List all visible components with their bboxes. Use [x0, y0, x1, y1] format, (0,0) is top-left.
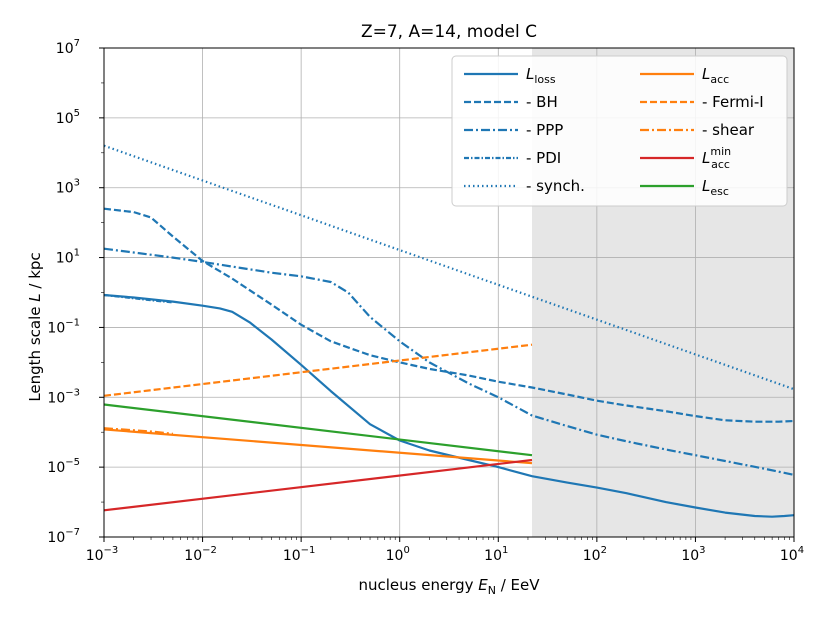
- x-label-unit: / EeV: [496, 576, 540, 594]
- y-tick-label: 103: [56, 178, 80, 197]
- tick-exp: −3: [104, 545, 119, 556]
- tick-base: 10: [583, 548, 601, 564]
- tick-base: 10: [47, 530, 65, 546]
- series-line-loss: [103, 293, 795, 518]
- legend-sub: acc: [710, 73, 729, 86]
- tick-exp: −2: [202, 545, 217, 556]
- x-tick-label: 102: [583, 545, 607, 564]
- legend-symbol: L: [526, 65, 534, 83]
- legend-symbol: L: [702, 177, 710, 195]
- x-tick-label: 100: [386, 545, 410, 564]
- x-tick-label: 10−1: [283, 545, 316, 564]
- tick-exp: 5: [74, 108, 80, 119]
- tick-exp: −1: [65, 317, 80, 328]
- y-tick-label: 10−7: [47, 527, 80, 546]
- series-line-ppp: [103, 247, 795, 476]
- tick-base: 10: [484, 548, 502, 564]
- tick-base: 10: [47, 460, 65, 476]
- series-line-synch: [103, 144, 795, 391]
- tick-base: 10: [184, 548, 202, 564]
- x-tick-label: 101: [484, 545, 508, 564]
- tick-exp: 1: [502, 545, 508, 556]
- x-tick-label: 104: [780, 545, 804, 564]
- tick-base: 10: [56, 181, 74, 197]
- tick-exp: 0: [403, 545, 409, 556]
- tick-base: 10: [681, 548, 699, 564]
- tick-base: 10: [86, 548, 104, 564]
- y-label-unit: / kpc: [26, 252, 44, 293]
- x-axis-label: nucleus energy EN / EeV: [358, 576, 540, 597]
- series-line-esc: [103, 403, 533, 457]
- tick-base: 10: [47, 320, 65, 336]
- y-tick-label: 101: [56, 248, 80, 267]
- tick-base: 10: [780, 548, 798, 564]
- legend-label-pdi: - PDI: [526, 149, 561, 167]
- legend-box: [451, 55, 788, 207]
- legend-label-shear: - shear: [702, 121, 755, 139]
- legend-label-loss: Lloss: [526, 65, 556, 86]
- series-lines: [103, 144, 795, 518]
- chart-title: Z=7, A=14, model C: [361, 22, 537, 42]
- tick-base: 10: [56, 111, 74, 127]
- legend: Lloss - BH - PPP - PDI - synch. Lacc - Fermi-I…: [451, 55, 788, 207]
- x-label-pre: nucleus energy: [358, 576, 478, 594]
- legend-symbol: L: [702, 149, 710, 167]
- legend-label-ppp: - PPP: [526, 121, 563, 139]
- tick-exp: −1: [301, 545, 316, 556]
- tick-exp: 2: [601, 545, 607, 556]
- tick-exp: −3: [65, 387, 80, 398]
- series-line-acc: [103, 428, 533, 465]
- x-label-sub: N: [488, 584, 496, 597]
- y-tick-label: 10−3: [47, 387, 80, 406]
- x-label-sym: E: [478, 576, 488, 594]
- tick-base: 10: [56, 41, 74, 57]
- tick-base: 10: [56, 251, 74, 267]
- tick-base: 10: [386, 548, 404, 564]
- series-line-bh: [103, 207, 795, 423]
- tick-exp: −5: [65, 457, 80, 468]
- tick-exp: 3: [699, 545, 705, 556]
- series-line-fermi: [103, 343, 533, 397]
- legend-label-fermi: - Fermi-I: [702, 93, 764, 111]
- tick-base: 10: [47, 390, 65, 406]
- tick-exp: 1: [74, 248, 80, 259]
- y-tick-label: 10−1: [47, 317, 80, 336]
- y-tick-label: 105: [56, 108, 80, 127]
- series-line-accmin: [103, 458, 533, 512]
- legend-sub: esc: [710, 185, 729, 198]
- legend-label-esc: Lesc: [702, 177, 729, 198]
- legend-sub: loss: [534, 73, 556, 86]
- x-tick-label: 10−2: [184, 545, 217, 564]
- y-axis-label: Length scale L / kpc: [26, 252, 44, 401]
- legend-label-acc: Lacc: [702, 65, 729, 86]
- x-tick-label: 103: [681, 545, 705, 564]
- legend-label-bh: - BH: [526, 93, 558, 111]
- x-tick-label: 10−3: [86, 545, 119, 564]
- tick-exp: −7: [65, 527, 80, 538]
- tick-exp: 3: [74, 178, 80, 189]
- legend-sub: acc: [711, 158, 730, 171]
- tick-exp: 4: [798, 545, 804, 556]
- legend-label-synch: - synch.: [526, 177, 585, 195]
- y-label-pre: Length scale: [26, 302, 44, 402]
- y-tick-label: 10−5: [47, 457, 80, 476]
- series-line-shear: [103, 427, 174, 435]
- legend-label-accmin: Lmin acc: [702, 145, 731, 171]
- axis-ticks: 10−3 10−2 10−1 100 101 102 103 10410−710−510−31…: [47, 38, 804, 564]
- y-tick-label: 107: [56, 38, 80, 57]
- tick-exp: 7: [74, 38, 80, 49]
- y-label-sym: L: [26, 293, 44, 301]
- tick-base: 10: [283, 548, 301, 564]
- legend-symbol: L: [702, 65, 710, 83]
- legend-sup: min: [710, 145, 731, 158]
